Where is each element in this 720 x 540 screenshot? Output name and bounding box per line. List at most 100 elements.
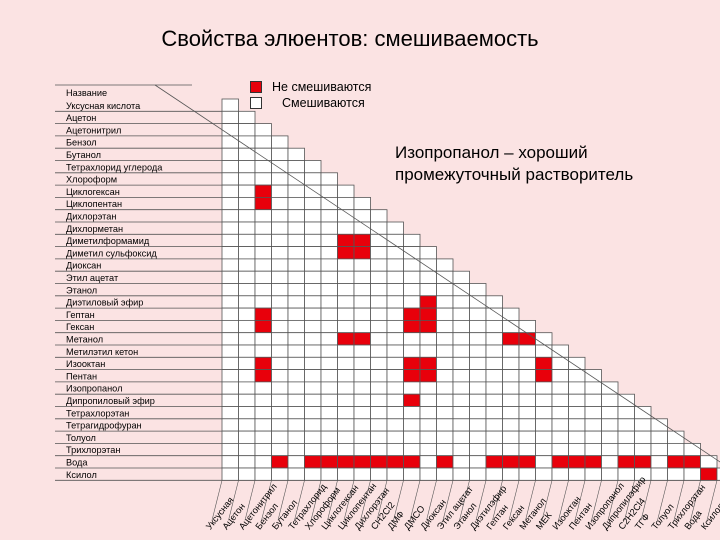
cell-miscible <box>568 393 586 407</box>
cell-miscible <box>221 406 239 420</box>
cell-miscible <box>551 430 569 444</box>
cell-miscible <box>304 209 322 223</box>
cell-miscible <box>254 295 272 309</box>
cell-miscible <box>535 344 553 358</box>
cell-miscible <box>452 406 470 420</box>
cell-miscible <box>337 430 355 444</box>
immiscible-swatch <box>250 81 262 93</box>
cell-miscible <box>650 442 668 457</box>
cell-miscible <box>238 184 256 198</box>
cell-miscible <box>584 418 602 432</box>
cell-miscible <box>337 270 355 284</box>
row-label: Ацетон <box>66 113 96 123</box>
cell-miscible <box>320 283 338 297</box>
cell-miscible <box>254 221 272 235</box>
cell-miscible <box>386 295 404 309</box>
cell-miscible <box>419 381 437 395</box>
cell-miscible <box>254 123 272 137</box>
cell-miscible <box>254 270 272 284</box>
diagonal-line <box>154 84 720 463</box>
cell-miscible <box>221 184 239 198</box>
cell-miscible <box>370 332 388 346</box>
row-label: Гексан <box>66 322 94 332</box>
header-label: Название <box>66 88 107 98</box>
cell-miscible <box>304 307 322 321</box>
cell-miscible <box>287 406 305 420</box>
row-label: Диметилформамид <box>66 236 150 246</box>
cell-miscible <box>452 270 470 284</box>
cell-miscible <box>518 319 536 334</box>
row-label: Циклогексан <box>66 187 120 197</box>
cell-miscible <box>535 455 553 469</box>
row-label: Бутанол <box>66 150 101 160</box>
cell-miscible <box>238 233 256 248</box>
cell-miscible <box>403 258 421 272</box>
row-label: Этил ацетат <box>66 273 119 283</box>
cell-miscible <box>617 418 635 432</box>
cell-miscible <box>254 442 272 457</box>
cell-miscible <box>617 442 635 457</box>
cell-miscible <box>271 332 289 346</box>
cell-miscible <box>337 184 355 198</box>
column-separator <box>475 480 487 521</box>
cell-miscible <box>485 418 503 432</box>
cell-miscible <box>271 209 289 223</box>
cell-miscible <box>386 246 404 260</box>
cell-miscible <box>287 270 305 284</box>
cell-miscible <box>452 430 470 444</box>
cell-immiscible <box>419 307 437 321</box>
cell-miscible <box>287 369 305 383</box>
cell-miscible <box>304 283 322 297</box>
cell-miscible <box>353 221 371 235</box>
cell-miscible <box>419 430 437 444</box>
cell-miscible <box>469 344 487 358</box>
cell-miscible <box>337 344 355 358</box>
cell-miscible <box>667 467 685 481</box>
row-label: Изооктан <box>66 359 105 369</box>
cell-miscible <box>337 418 355 432</box>
cell-miscible <box>386 319 404 334</box>
cell-miscible <box>238 356 256 370</box>
cell-miscible <box>485 295 503 309</box>
cell-miscible <box>452 381 470 395</box>
cell-miscible <box>551 418 569 432</box>
cell-miscible <box>320 246 338 260</box>
cell-miscible <box>518 418 536 432</box>
cell-miscible <box>287 344 305 358</box>
cell-miscible <box>337 295 355 309</box>
cell-immiscible <box>353 233 371 248</box>
cell-miscible <box>716 467 720 481</box>
cell-miscible <box>337 381 355 395</box>
cell-miscible <box>386 381 404 395</box>
cell-miscible <box>304 196 322 211</box>
cell-miscible <box>254 430 272 444</box>
column-separator <box>442 480 454 521</box>
cell-miscible <box>370 467 388 481</box>
row-label: Циклопентан <box>66 199 122 209</box>
cell-miscible <box>221 172 239 186</box>
row-label: Дихлорэтан <box>66 212 116 222</box>
row-label: Дипропиловый эфир <box>66 396 155 406</box>
cell-miscible <box>221 418 239 432</box>
cell-miscible <box>304 221 322 235</box>
column-separator <box>459 480 470 521</box>
cell-miscible <box>221 393 239 407</box>
cell-miscible <box>551 442 569 457</box>
cell-miscible <box>386 258 404 272</box>
cell-miscible <box>221 135 239 149</box>
cell-miscible <box>551 369 569 383</box>
cell-miscible <box>452 418 470 432</box>
cell-miscible <box>436 319 454 334</box>
cell-miscible <box>403 270 421 284</box>
cell-miscible <box>452 369 470 383</box>
cell-immiscible <box>436 455 454 469</box>
cell-miscible <box>320 467 338 481</box>
cell-immiscible <box>254 369 272 383</box>
cell-miscible <box>370 246 388 260</box>
cell-miscible <box>320 221 338 235</box>
cell-miscible <box>370 369 388 383</box>
column-separator <box>409 480 421 521</box>
row-label: Тетрахлорэтан <box>66 408 129 418</box>
cell-miscible <box>254 406 272 420</box>
cell-miscible <box>221 295 239 309</box>
